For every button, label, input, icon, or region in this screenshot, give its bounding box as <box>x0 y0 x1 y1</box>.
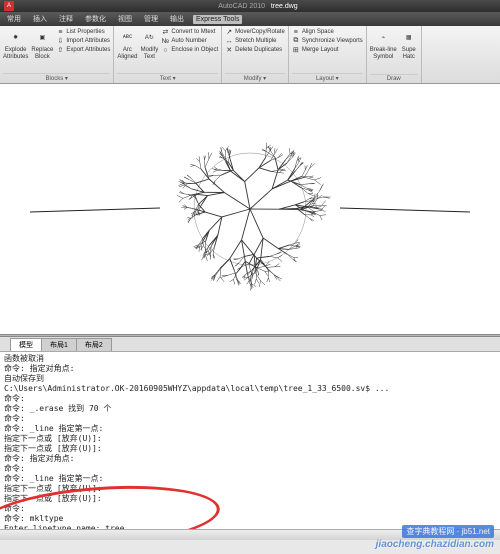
break-line-icon: ⌁ <box>374 28 392 46</box>
ribbon-tab[interactable]: 注释 <box>56 13 76 25</box>
ribbon-tab[interactable]: 管理 <box>141 13 161 25</box>
layout-tab-strip: 模型布局1布局2 <box>0 337 500 351</box>
panel-label[interactable]: Layout ▾ <box>292 73 363 83</box>
panel-label[interactable]: Draw <box>370 74 418 83</box>
ribbon-tabs: 常用插入注释参数化视图管理输出 Express Tools <box>0 12 500 26</box>
convert-mtext-icon: ⇄ <box>161 28 169 36</box>
sync-viewports-button[interactable]: ⧉Synchronize Viewports <box>292 37 363 45</box>
button-label: Export Attributes <box>66 47 110 53</box>
layout-tab[interactable]: 布局1 <box>41 338 77 351</box>
button-label: Attributes <box>3 54 28 60</box>
ribbon-panel: ↗Move/Copy/Rotate↔Stretch Multiple✕Delet… <box>222 26 289 83</box>
panel-label[interactable]: Text ▾ <box>117 73 218 83</box>
button-label: Delete Duplicates <box>235 47 282 53</box>
command-text: 函数被取消 命令: 指定对角点: 自动保存到 C:\Users\Administ… <box>0 352 500 529</box>
button-label: Enclose in Object <box>171 47 218 53</box>
button-label: Break-line <box>370 47 397 53</box>
stretch-multiple-icon: ↔ <box>225 37 233 45</box>
break-line-button[interactable]: ⌁Break-lineSymbol <box>370 28 397 60</box>
panel-label[interactable]: Blocks ▾ <box>3 73 110 83</box>
move-copy-rotate-button[interactable]: ↗Move/Copy/Rotate <box>225 28 285 36</box>
modify-text-button[interactable]: A↻ModifyText <box>140 28 158 60</box>
super-hatch-button[interactable]: ▦SupeHatc <box>400 28 418 60</box>
watermark-text: jiaocheng.chazidian.com <box>376 539 494 550</box>
export-attributes-button[interactable]: ⇧Export Attributes <box>56 46 110 54</box>
sync-viewports-icon: ⧉ <box>292 37 300 45</box>
app-name: AutoCAD 2010 <box>218 3 265 10</box>
ribbon-panel: ⌁Break-lineSymbol▦SupeHatcDraw <box>367 26 422 83</box>
auto-number-button[interactable]: №Auto Number <box>161 37 218 45</box>
command-window[interactable]: 函数被取消 命令: 指定对角点: 自动保存到 C:\Users\Administ… <box>0 351 500 529</box>
modify-text-icon: A↻ <box>140 28 158 46</box>
ribbon-tab[interactable]: 常用 <box>4 13 24 25</box>
button-label: Explode <box>5 47 27 53</box>
button-label: Supe <box>402 47 416 53</box>
button-label: Align Space <box>302 29 334 35</box>
enclose-object-icon: ○ <box>161 46 169 54</box>
ribbon: ✸ExplodeAttributes▣ReplaceBlock≡List Pro… <box>0 26 500 84</box>
import-attributes-button[interactable]: ⇩Import Attributes <box>56 37 110 45</box>
drawing-canvas[interactable] <box>0 84 500 334</box>
super-hatch-icon: ▦ <box>400 28 418 46</box>
button-label: Symbol <box>373 54 393 60</box>
explode-attributes-button[interactable]: ✸ExplodeAttributes <box>3 28 28 60</box>
delete-duplicates-icon: ✕ <box>225 46 233 54</box>
button-label: Synchronize Viewports <box>302 38 363 44</box>
replace-block-icon: ▣ <box>33 28 51 46</box>
button-label: Arc <box>123 47 132 53</box>
button-label: Hatc <box>403 54 415 60</box>
move-copy-rotate-icon: ↗ <box>225 28 233 36</box>
explode-attributes-icon: ✸ <box>7 28 25 46</box>
status-bar <box>0 529 500 540</box>
title-text: AutoCAD 2010 tree.dwg <box>20 3 496 10</box>
merge-layout-icon: ⊞ <box>292 46 300 54</box>
button-label: Replace <box>31 47 53 53</box>
arc-aligned-button[interactable]: ᴀʙᴄArcAligned <box>117 28 137 60</box>
ribbon-tab[interactable]: 输出 <box>167 13 187 25</box>
ribbon-tab[interactable]: 视图 <box>115 13 135 25</box>
ribbon-panel: ≡Align Space⧉Synchronize Viewports⊞Merge… <box>289 26 367 83</box>
export-attributes-icon: ⇧ <box>56 46 64 54</box>
delete-duplicates-button[interactable]: ✕Delete Duplicates <box>225 46 285 54</box>
import-attributes-icon: ⇩ <box>56 37 64 45</box>
ribbon-panel: ᴀʙᴄArcAlignedA↻ModifyText⇄Convert to Mte… <box>114 26 222 83</box>
merge-layout-button[interactable]: ⊞Merge Layout <box>292 46 363 54</box>
title-bar: A AutoCAD 2010 tree.dwg <box>0 0 500 12</box>
button-label: Block <box>35 54 50 60</box>
app-logo-icon: A <box>4 1 14 11</box>
panel-label[interactable]: Modify ▾ <box>225 73 285 83</box>
auto-number-icon: № <box>161 37 169 45</box>
align-space-button[interactable]: ≡Align Space <box>292 28 363 36</box>
button-label: Modify <box>141 47 159 53</box>
ribbon-tab[interactable]: 插入 <box>30 13 50 25</box>
ribbon-panel: ✸ExplodeAttributes▣ReplaceBlock≡List Pro… <box>0 26 114 83</box>
button-label: Stretch Multiple <box>235 38 276 44</box>
enclose-object-button[interactable]: ○Enclose in Object <box>161 46 218 54</box>
button-label: Auto Number <box>171 38 206 44</box>
replace-block-button[interactable]: ▣ReplaceBlock <box>31 28 53 60</box>
ribbon-tab-active[interactable]: Express Tools <box>193 15 242 24</box>
align-space-icon: ≡ <box>292 28 300 36</box>
layout-tab[interactable]: 布局2 <box>76 338 112 351</box>
list-properties-icon: ≡ <box>56 28 64 36</box>
button-label: List Properties <box>66 29 104 35</box>
arc-aligned-icon: ᴀʙᴄ <box>118 28 136 46</box>
file-name: tree.dwg <box>271 3 298 10</box>
stretch-multiple-button[interactable]: ↔Stretch Multiple <box>225 37 285 45</box>
button-label: Aligned <box>117 54 137 60</box>
button-label: Text <box>144 54 155 60</box>
list-properties-button[interactable]: ≡List Properties <box>56 28 110 36</box>
convert-mtext-button[interactable]: ⇄Convert to Mtext <box>161 28 218 36</box>
button-label: Merge Layout <box>302 47 339 53</box>
ribbon-tab[interactable]: 参数化 <box>82 13 109 25</box>
button-label: Import Attributes <box>66 38 110 44</box>
button-label: Convert to Mtext <box>171 29 215 35</box>
button-label: Move/Copy/Rotate <box>235 29 285 35</box>
layout-tab[interactable]: 模型 <box>10 338 42 351</box>
